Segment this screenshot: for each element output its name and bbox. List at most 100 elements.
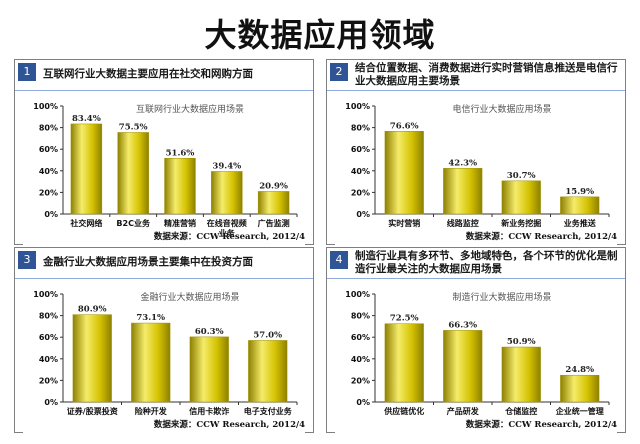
x-category-label: 社交网络: [69, 218, 102, 228]
bar-value-label: 50.9%: [507, 337, 536, 347]
x-category-label: B2C业务: [116, 218, 151, 228]
y-tick-label: 20%: [39, 188, 58, 197]
x-category-label: 新业务挖掘: [501, 218, 541, 228]
y-tick-label: 0%: [44, 398, 58, 407]
panel-header: 3 金融行业大数据应用场景主要集中在投资方面: [15, 248, 313, 279]
y-tick-label: 20%: [351, 376, 370, 385]
x-category-label: 广告监测: [258, 218, 290, 228]
x-category-label: 供应链优化: [383, 406, 424, 416]
bar-value-label: 66.3%: [448, 320, 477, 330]
y-tick-label: 40%: [351, 355, 370, 364]
x-category-label: 险种开发: [135, 406, 168, 416]
bar: [117, 132, 149, 215]
bar: [501, 180, 541, 215]
chart-title: 电信行业大数据应用场景: [452, 103, 551, 115]
bar-chart-internet: 互联网行业大数据应用场景 0% 20% 40% 60% 80% 100% 83.4% 社交网络 7…: [33, 102, 298, 238]
bar-chart-finance: 金融行业大数据应用场景 0% 20% 40% 60% 80% 100% 80.9% 证券/股票投…: [33, 290, 298, 416]
x-category-label: 仓储监控: [504, 406, 537, 416]
chart-area: 制造行业大数据应用场景 0% 20% 40% 60% 80% 100% 72.5% 供应链优化 6…: [335, 284, 617, 444]
bar: [560, 196, 600, 215]
x-category-label: 产品研发: [447, 406, 480, 416]
y-tick-label: 60%: [351, 333, 370, 342]
bar: [501, 346, 541, 403]
bar-value-label: 57.0%: [253, 330, 282, 340]
y-tick-label: 80%: [351, 312, 370, 321]
panel-heading: 金融行业大数据应用场景主要集中在投资方面: [43, 256, 253, 268]
bar: [164, 158, 196, 215]
data-source: 数据来源：CCW Research, 2012/4: [465, 232, 617, 242]
y-tick-label: 0%: [44, 210, 58, 219]
bar-value-label: 72.5%: [390, 314, 419, 324]
x-category-label: 精准营销: [164, 218, 196, 228]
panel-header: 1 互联网行业大数据主要应用在社交和网购方面: [15, 60, 313, 91]
x-category-label: 实时营销: [388, 218, 420, 228]
bar: [384, 131, 424, 215]
chart-area: 电信行业大数据应用场景 0% 20% 40% 60% 80% 100% 76.6% 实时营销 42…: [335, 96, 617, 256]
x-category-label: 信用卡欺诈: [189, 406, 229, 416]
x-category-label: 业务推送: [564, 218, 597, 228]
y-tick-label: 20%: [39, 376, 58, 385]
bar: [384, 323, 424, 403]
y-tick-label: 80%: [39, 124, 58, 133]
y-tick-label: 80%: [39, 312, 58, 321]
panel-heading: 制造行业具有多环节、多地域特色，各个环节的优化是制造行业最关注的大数据应用场景: [355, 250, 618, 275]
y-tick-label: 60%: [39, 145, 58, 154]
y-tick-label: 40%: [351, 167, 370, 176]
y-tick-label: 80%: [351, 124, 370, 133]
bar: [211, 171, 243, 215]
y-tick-label: 20%: [351, 188, 370, 197]
panel-header: 2 结合位置数据、消费数据进行实时营销信息推送是电信行业大数据应用主要场景: [327, 60, 625, 91]
chart-area: 互联网行业大数据应用场景 0% 20% 40% 60% 80% 100% 83.4% 社交网络 7…: [23, 96, 305, 256]
x-category-label: 在线音视频: [207, 218, 247, 228]
x-category-label: 企业统一管理: [555, 406, 604, 416]
bar: [248, 340, 288, 403]
y-tick-label: 0%: [356, 210, 370, 219]
bar-value-label: 60.3%: [195, 327, 224, 337]
bar-value-label: 76.6%: [390, 121, 419, 131]
x-category-label: 业务: [219, 228, 236, 238]
bar: [257, 191, 290, 215]
y-tick-label: 60%: [39, 333, 58, 342]
x-category-label: 证券/股票投资: [67, 406, 118, 416]
bar-value-label: 30.7%: [507, 171, 536, 181]
panel-number-badge: 1: [18, 63, 36, 81]
y-tick-label: 100%: [33, 290, 58, 299]
bar-value-label: 73.1%: [136, 313, 165, 323]
chart-area: 金融行业大数据应用场景 0% 20% 40% 60% 80% 100% 80.9% 证券/股票投…: [23, 284, 305, 444]
y-tick-label: 40%: [39, 167, 58, 176]
panel-internet: 1 互联网行业大数据主要应用在社交和网购方面 互联网行业大数据应用场景 0% 20%…: [14, 59, 314, 256]
chart-title: 金融行业大数据应用场景: [140, 291, 239, 303]
y-tick-label: 40%: [39, 355, 58, 364]
panel-number-badge: 4: [330, 251, 348, 269]
data-source: 数据来源：CCW Research, 2012/4: [465, 420, 617, 430]
chart-title: 制造行业大数据应用场景: [452, 291, 551, 303]
bar-value-label: 51.6%: [166, 148, 195, 158]
bar-value-label: 83.4%: [72, 114, 101, 124]
panel-number-badge: 3: [18, 251, 36, 269]
bar-value-label: 80.9%: [78, 305, 107, 315]
panel-manufacturing: 4 制造行业具有多环节、多地域特色，各个环节的优化是制造行业最关注的大数据应用场…: [326, 247, 626, 444]
panel-heading: 互联网行业大数据主要应用在社交和网购方面: [43, 68, 253, 80]
y-tick-label: 0%: [356, 398, 370, 407]
panel-heading: 结合位置数据、消费数据进行实时营销信息推送是电信行业大数据应用主要场景: [355, 62, 618, 87]
bar-value-label: 20.9%: [259, 181, 288, 191]
bar: [189, 336, 229, 403]
bar: [131, 322, 171, 403]
panel-telecom: 2 结合位置数据、消费数据进行实时营销信息推送是电信行业大数据应用主要场景 电信…: [326, 59, 626, 256]
panel-finance: 3 金融行业大数据应用场景主要集中在投资方面 金融行业大数据应用场景 0% 20% 4…: [14, 247, 314, 444]
bar: [443, 330, 483, 403]
chart-title: 互联网行业大数据应用场景: [136, 103, 244, 115]
bar-value-label: 75.5%: [119, 122, 148, 132]
data-source: 数据来源：CCW Research, 2012/4: [153, 232, 305, 242]
bar-chart-telecom: 电信行业大数据应用场景 0% 20% 40% 60% 80% 100% 76.6% 实时营销 42…: [345, 102, 610, 228]
y-tick-label: 100%: [345, 290, 370, 299]
bar-value-label: 39.4%: [212, 161, 241, 171]
panel-number-badge: 2: [330, 63, 348, 81]
data-source: 数据来源：CCW Research, 2012/4: [153, 420, 305, 430]
y-tick-label: 60%: [351, 145, 370, 154]
bar: [72, 314, 112, 403]
y-tick-label: 100%: [345, 102, 370, 111]
bar: [70, 123, 103, 215]
page-title: 大数据应用领域: [204, 16, 436, 54]
bar-value-label: 15.9%: [565, 187, 594, 197]
